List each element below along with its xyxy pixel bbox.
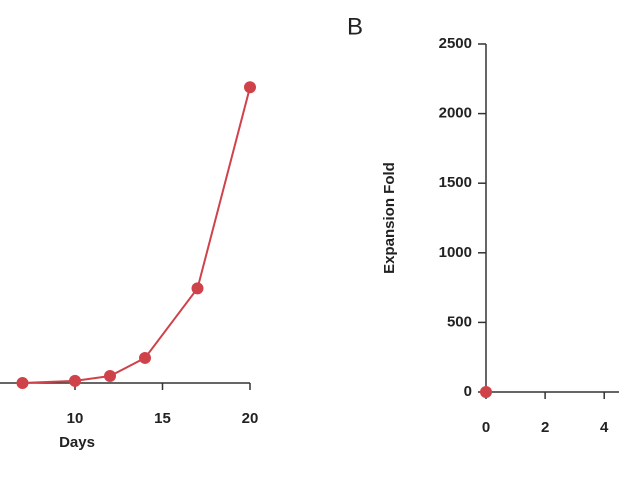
x-tick-label: 15 bbox=[154, 410, 171, 427]
y-tick-label: 2500 bbox=[439, 35, 472, 52]
data-point bbox=[16, 377, 29, 389]
data-point bbox=[69, 374, 81, 387]
x-axis-label: Days bbox=[59, 434, 95, 451]
x-tick-label: 0 bbox=[482, 419, 490, 436]
y-tick-label: 1500 bbox=[439, 174, 472, 191]
x-tick-label: 10 bbox=[67, 410, 84, 427]
y-tick-label: 500 bbox=[447, 313, 472, 330]
y-axis-label: Expansion Fold bbox=[381, 162, 398, 274]
x-tick-label: 4 bbox=[600, 419, 609, 436]
data-point bbox=[191, 282, 204, 295]
y-tick-label: 1000 bbox=[439, 244, 472, 261]
data-line bbox=[22, 86, 251, 384]
data-point bbox=[139, 351, 151, 364]
data-point bbox=[480, 386, 492, 398]
y-tick-label: 2000 bbox=[439, 105, 472, 122]
x-tick-label: 2 bbox=[541, 419, 549, 436]
data-point bbox=[244, 81, 256, 94]
data-point bbox=[104, 370, 116, 383]
x-tick-label: 20 bbox=[242, 410, 259, 427]
y-tick-label: 0 bbox=[464, 383, 472, 400]
panel-label: B bbox=[347, 13, 363, 40]
